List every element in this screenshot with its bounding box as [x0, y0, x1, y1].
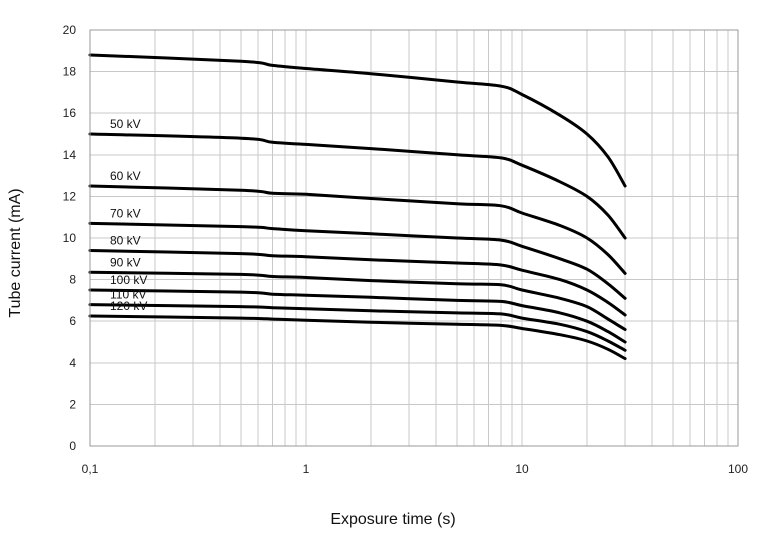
y-tick-label: 14 — [63, 148, 77, 162]
y-tick-labels: 0 2 4 6 8 10 12 14 16 18 20 — [63, 23, 77, 453]
x-tick-label: 10 — [515, 462, 529, 476]
series-line — [88, 221, 627, 300]
y-axis-title: Tube current (mA) — [7, 188, 24, 317]
y-tick-label: 4 — [69, 356, 76, 370]
series-label: 70 kV — [110, 206, 141, 220]
y-tick-label: 10 — [63, 231, 77, 245]
x-tick-label: 1 — [303, 462, 310, 476]
y-tick-label: 12 — [63, 189, 77, 203]
series-label: 120 kV — [110, 299, 147, 313]
series-line — [88, 303, 627, 352]
y-tick-label: 16 — [63, 106, 77, 120]
y-tick-label: 6 — [69, 314, 76, 328]
x-tick-label: 0,1 — [82, 462, 99, 476]
grid — [89, 29, 738, 447]
series-label: 50 kV — [110, 117, 141, 131]
y-tick-label: 8 — [69, 273, 76, 287]
series-line — [88, 184, 627, 275]
series-line — [88, 270, 627, 331]
series-label: 100 kV — [110, 273, 147, 287]
series-line — [88, 314, 627, 361]
series-line — [88, 132, 627, 240]
x-tick-labels: 0,1 1 10 100 — [82, 462, 749, 476]
curves — [88, 53, 627, 361]
series-label: 80 kV — [110, 233, 141, 247]
y-tick-label: 0 — [69, 439, 76, 453]
series-line — [88, 249, 627, 317]
y-tick-label: 2 — [69, 397, 76, 411]
plot-frame — [89, 29, 739, 447]
series-label: 90 kV — [110, 255, 141, 269]
y-tick-label: 20 — [63, 23, 77, 37]
x-axis-title: Exposure time (s) — [330, 511, 455, 528]
series-label: 60 kV — [110, 169, 141, 183]
series-line — [88, 288, 627, 344]
x-tick-label: 100 — [728, 462, 748, 476]
series-line — [88, 53, 627, 188]
y-tick-label: 18 — [63, 65, 77, 79]
series-label: 110 kV — [110, 288, 146, 302]
